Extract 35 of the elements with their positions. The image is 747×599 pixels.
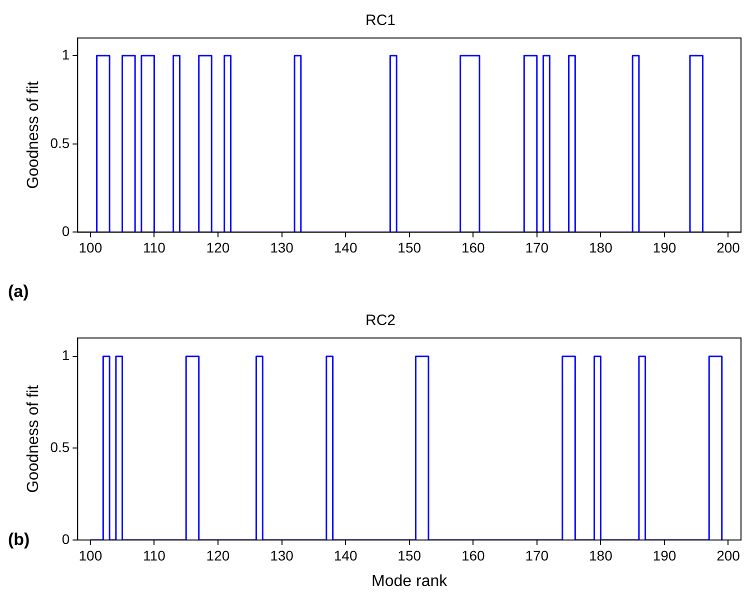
x-tick-label: 190: [652, 547, 676, 564]
x-tick-label: 130: [270, 547, 294, 564]
x-tick-label: 150: [398, 239, 422, 256]
x-tick-label: 170: [525, 547, 549, 564]
x-tick-label: 200: [716, 239, 740, 256]
text: (a): [8, 282, 29, 302]
x-tick-label: 140: [334, 547, 358, 564]
x-tick-label: 170: [525, 239, 549, 256]
x-tick-label: 150: [398, 547, 422, 564]
y-axis-title: Goodness of fit: [25, 384, 42, 493]
x-tick-label: 110: [143, 239, 166, 256]
x-tick-label: 160: [461, 547, 486, 564]
y-tick-label: 0.5: [50, 134, 70, 151]
x-tick-label: 160: [461, 239, 486, 256]
x-tick-label: 130: [270, 239, 294, 256]
chart-title: RC1: [365, 12, 396, 30]
x-tick-label: 200: [716, 547, 740, 564]
y-axis-title: Goodness of fit: [25, 80, 42, 189]
x-tick-label: 120: [206, 239, 230, 256]
y-tick-label: 0: [62, 223, 70, 240]
x-axis-title: Mode rank: [372, 572, 448, 590]
x-tick-label: 140: [334, 239, 358, 256]
x-tick-label: 100: [78, 547, 102, 564]
x-tick-label: 110: [143, 547, 166, 564]
x-tick-label: 180: [589, 239, 613, 256]
x-tick-label: 190: [652, 239, 676, 256]
y-tick-label: 1: [62, 46, 70, 63]
x-tick-label: 120: [206, 547, 230, 564]
x-tick-label: 180: [589, 547, 613, 564]
text: (b): [8, 530, 30, 550]
chart-title: RC2: [365, 312, 396, 330]
y-tick-label: 0: [62, 530, 70, 547]
y-tick-label: 1: [62, 347, 70, 364]
x-tick-label: 100: [78, 239, 102, 256]
y-tick-label: 0.5: [50, 439, 70, 456]
